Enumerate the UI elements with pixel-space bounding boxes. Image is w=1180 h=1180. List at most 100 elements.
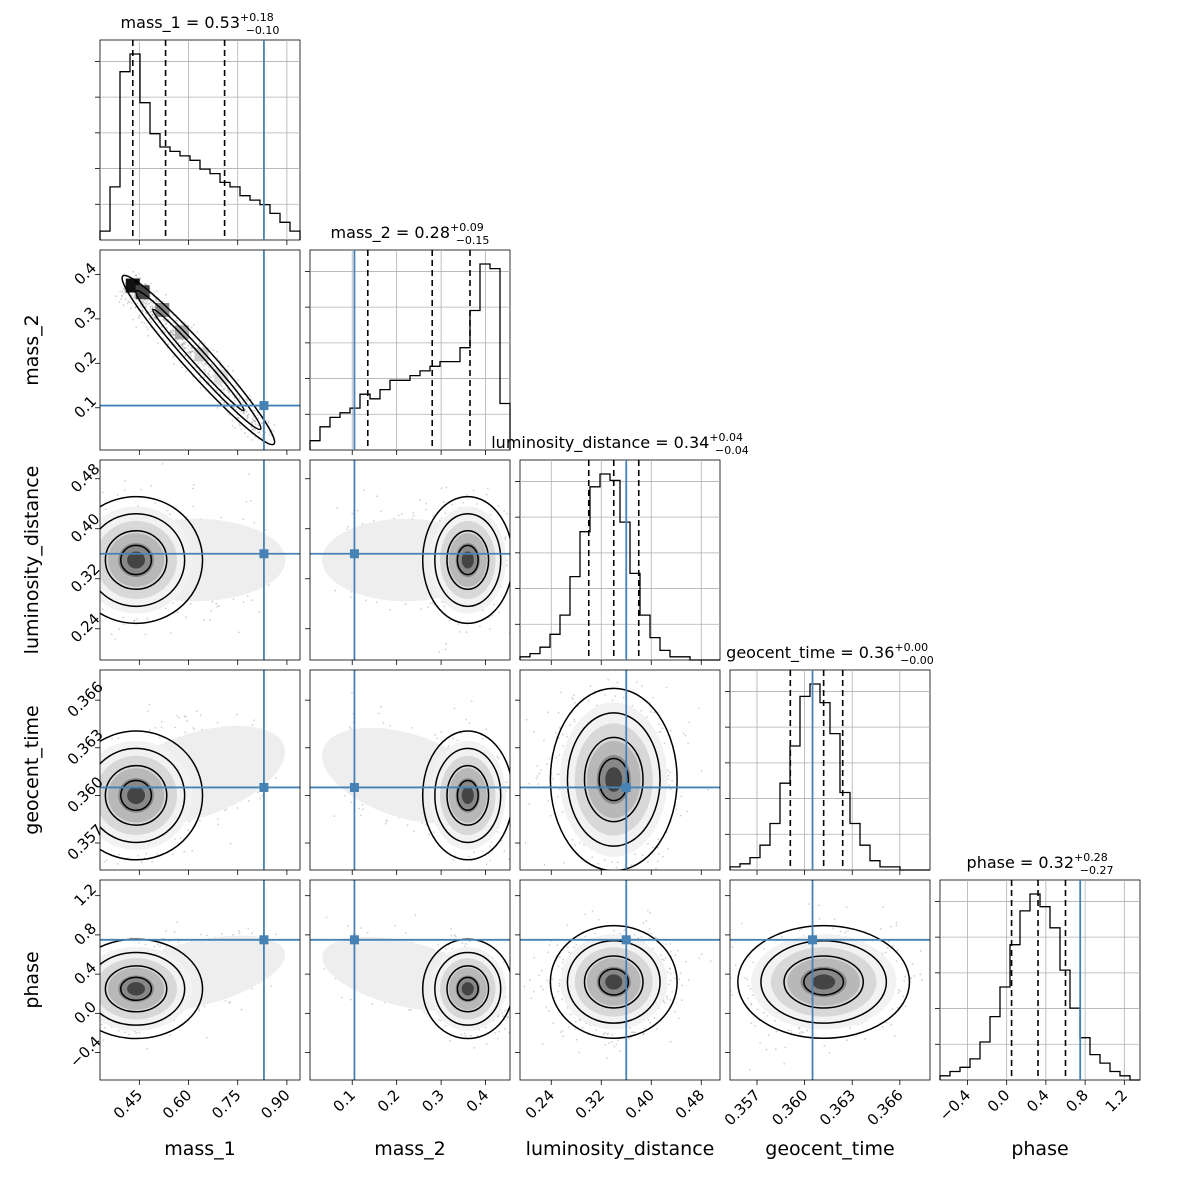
scatter-point	[494, 1032, 496, 1034]
scatter-point	[252, 427, 255, 430]
scatter-point	[397, 514, 400, 517]
scatter-point	[375, 601, 378, 604]
scatter-point	[214, 368, 217, 370]
scatter-point	[218, 384, 220, 387]
scatter-point	[210, 610, 213, 612]
scatter-point	[58, 806, 60, 808]
scatter-point	[133, 294, 136, 297]
scatter-point	[245, 501, 248, 503]
scatter-point	[183, 850, 186, 853]
scatter-point	[191, 849, 194, 852]
scatter-point	[468, 722, 471, 724]
scatter-point	[453, 707, 456, 710]
scatter-point	[124, 289, 126, 292]
scatter-point	[204, 362, 207, 365]
scatter-point	[261, 795, 264, 797]
scatter-point	[169, 331, 172, 334]
scatter-point	[190, 346, 193, 349]
scatter-point	[452, 858, 455, 861]
scatter-point	[122, 293, 125, 295]
scatter-point	[461, 942, 464, 945]
scatter-point	[487, 871, 489, 873]
scatter-point	[148, 302, 151, 305]
scatter-point	[481, 737, 484, 740]
scatter-point	[264, 528, 267, 531]
scatter-point	[196, 330, 199, 333]
scatter-point	[393, 517, 395, 520]
scatter-point	[234, 385, 237, 387]
scatter-point	[217, 823, 219, 826]
scatter-point	[207, 366, 210, 368]
scatter-point	[456, 739, 459, 742]
scatter-point	[465, 718, 467, 721]
scatter-point	[270, 434, 273, 437]
scatter-point	[138, 272, 140, 275]
scatter-point	[488, 628, 491, 630]
scatter-point	[158, 736, 161, 739]
scatter-point	[124, 480, 126, 482]
scatter-point	[235, 408, 238, 410]
scatter-point	[506, 564, 508, 567]
scatter-point	[457, 623, 460, 626]
scatter-point	[216, 356, 219, 359]
scatter-point	[150, 321, 153, 324]
scatter-point	[208, 381, 211, 384]
panel-frame	[99, 249, 301, 451]
scatter-point	[360, 814, 362, 817]
scatter-point	[347, 525, 349, 528]
scatter-point	[134, 1030, 136, 1033]
scatter-point	[240, 410, 242, 413]
scatter-point	[171, 356, 174, 358]
scatter-point	[400, 513, 403, 515]
scatter-point	[220, 399, 223, 402]
hist-panel-geocent_time	[725, 669, 931, 871]
scatter-point	[220, 385, 223, 388]
scatter-point	[251, 421, 254, 424]
scatter-point	[204, 368, 207, 371]
scatter-point	[423, 1011, 426, 1013]
scatter-point	[67, 599, 69, 601]
scatter-point	[228, 391, 230, 394]
scatter-point	[502, 1015, 504, 1018]
hist-panel-luminosity_distance	[515, 459, 721, 661]
scatter-point	[127, 300, 130, 303]
scatter-point	[413, 830, 415, 833]
scatter-point	[173, 363, 175, 365]
scatter-point	[96, 1015, 98, 1017]
scatter-point	[198, 1008, 200, 1011]
scatter-point	[180, 343, 183, 346]
scatter-point	[253, 409, 256, 412]
scatter-point	[438, 650, 440, 653]
density-level-4	[127, 551, 146, 569]
scatter-point	[145, 306, 148, 309]
scatter-point	[188, 351, 191, 353]
scatter-point	[241, 401, 244, 404]
scatter-point	[468, 855, 470, 858]
scatter-point	[440, 1019, 442, 1022]
scatter-point	[272, 430, 275, 433]
scatter-point	[253, 719, 255, 722]
scatter-point	[199, 820, 202, 822]
scatter-point	[412, 512, 415, 514]
scatter-point	[463, 945, 466, 948]
scatter-point	[176, 921, 179, 924]
scatter-point	[69, 569, 71, 571]
scatter-point	[147, 334, 150, 337]
scatter-point	[351, 512, 354, 515]
scatter-point	[132, 270, 135, 273]
scatter-point	[458, 630, 461, 633]
scatter-point	[169, 632, 172, 635]
scatter-point	[440, 487, 443, 490]
scatter-point	[141, 300, 144, 302]
scatter-panel-mass_2-luminosity_distance	[309, 459, 511, 661]
scatter-point	[105, 859, 108, 862]
scatter-point	[183, 341, 186, 343]
scatter-point	[379, 705, 382, 708]
scatter-point	[252, 428, 255, 431]
scatter-point	[464, 1034, 467, 1037]
scatter-point	[243, 412, 245, 415]
scatter-point	[485, 728, 488, 731]
scatter-point	[347, 924, 349, 927]
scatter-point	[62, 835, 64, 837]
scatter-point	[95, 996, 97, 998]
